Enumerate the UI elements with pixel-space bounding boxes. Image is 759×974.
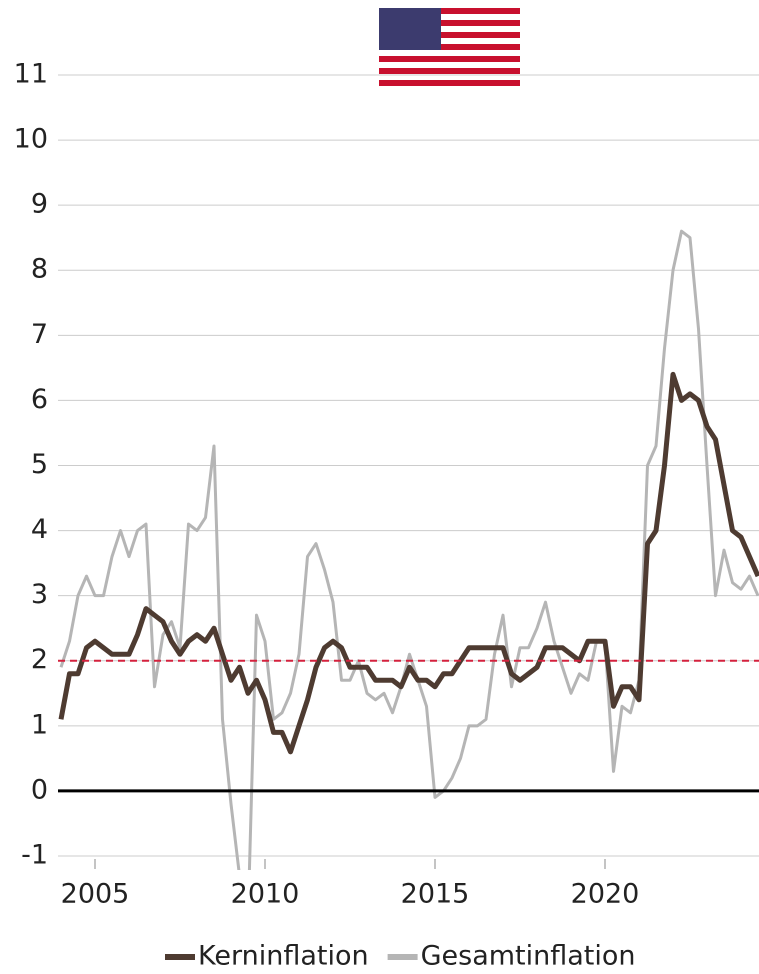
y-tick-label: 11 — [14, 59, 48, 90]
x-tick-label: 2010 — [231, 879, 300, 910]
y-tick-label: 2 — [31, 644, 48, 675]
y-tick-label: 7 — [31, 319, 48, 350]
flag — [379, 8, 520, 86]
y-tick-label: 5 — [31, 449, 48, 480]
y-tick-label: -1 — [21, 839, 48, 870]
y-tick-label: 3 — [31, 579, 48, 610]
x-tick-label: 2020 — [571, 879, 640, 910]
data-line — [59, 229, 759, 870]
plot-area — [58, 229, 759, 870]
legend-label: Gesamtinflation — [421, 941, 636, 972]
data-line — [58, 371, 759, 755]
legend-label: Kerninflation — [198, 941, 369, 972]
y-tick-label: 1 — [31, 709, 48, 740]
y-tick-label: 9 — [31, 189, 48, 220]
x-tick-label: 2015 — [401, 879, 470, 910]
x-tick-label: 2005 — [61, 879, 130, 910]
y-tick-label: 8 — [31, 254, 48, 285]
y-tick-label: 10 — [14, 124, 48, 155]
y-tick-label: 0 — [31, 774, 48, 805]
y-tick-label: 4 — [31, 514, 48, 545]
y-tick-label: 6 — [31, 384, 48, 415]
